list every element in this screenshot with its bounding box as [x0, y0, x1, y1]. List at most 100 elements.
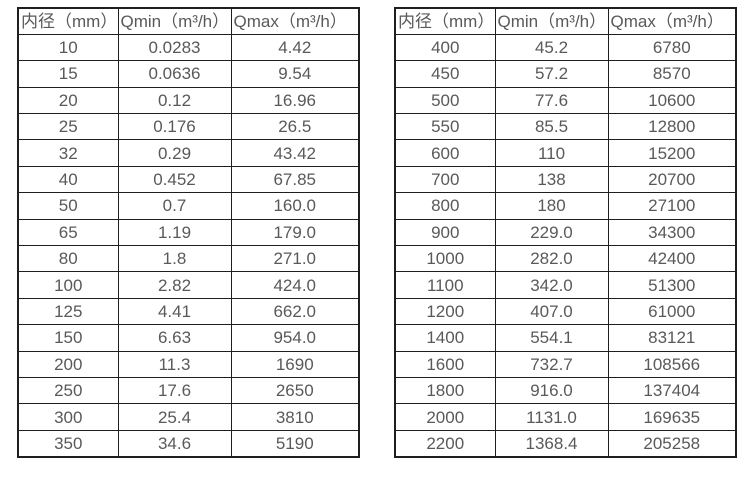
- table-row: 1800 916.0 137404: [394, 376, 737, 405]
- table-cell: 15200: [607, 139, 737, 167]
- table-cell: 1131.0: [494, 403, 609, 431]
- table-cell: 8570: [607, 60, 737, 88]
- table-cell: 700: [394, 165, 496, 194]
- table-cell: 424.0: [230, 271, 360, 299]
- column-header: Qmin（m³/h）: [117, 7, 232, 35]
- table-row: 600 110 15200: [394, 139, 737, 167]
- table-cell: 550: [394, 113, 496, 141]
- table-cell: 26.5: [230, 113, 360, 141]
- table-cell: 6.63: [117, 324, 232, 352]
- flow-spec-table-small-diameters: 内径（mm） Qmin（m³/h） Qmax（m³/h） 10 0.0283 4.42 15…: [17, 7, 360, 458]
- table-cell: 2000: [394, 403, 496, 431]
- table-cell: 300: [17, 403, 119, 431]
- table-cell: 6780: [607, 33, 737, 62]
- table-row: 900 229.0 34300: [394, 218, 737, 247]
- table-cell: 662.0: [230, 297, 360, 326]
- table-cell: 2650: [230, 376, 360, 405]
- table-cell: 2.82: [117, 271, 232, 299]
- table-cell: 450: [394, 60, 496, 88]
- table-cell: 282.0: [494, 245, 609, 273]
- table-cell: 229.0: [494, 218, 609, 247]
- table-row: 450 57.2 8570: [394, 60, 737, 88]
- table-row: 80 1.8 271.0: [17, 245, 360, 273]
- table-cell: 400: [394, 33, 496, 62]
- table-cell: 65: [17, 218, 119, 247]
- table-cell: 85.5: [494, 113, 609, 141]
- column-header: Qmin（m³/h）: [494, 7, 609, 35]
- table-row: 200 11.3 1690: [17, 350, 360, 378]
- table-cell: 42400: [607, 245, 737, 273]
- table-cell: 34300: [607, 218, 737, 247]
- table-cell: 0.29: [117, 139, 232, 167]
- table-cell: 1400: [394, 324, 496, 352]
- table-cell: 169635: [607, 403, 737, 431]
- table-cell: 180: [494, 192, 609, 220]
- table-row: 1000 282.0 42400: [394, 245, 737, 273]
- table-cell: 150: [17, 324, 119, 352]
- table-cell: 12800: [607, 113, 737, 141]
- table-cell: 205258: [607, 429, 737, 458]
- table-row: 2000 1131.0 169635: [394, 403, 737, 431]
- table-cell: 100: [17, 271, 119, 299]
- table-row: 20 0.12 16.96: [17, 86, 360, 115]
- table-cell: 1000: [394, 245, 496, 273]
- table-cell: 1.19: [117, 218, 232, 247]
- table-cell: 554.1: [494, 324, 609, 352]
- table-cell: 16.96: [230, 86, 360, 115]
- table-cell: 1600: [394, 350, 496, 378]
- table-cell: 10600: [607, 86, 737, 115]
- table-cell: 83121: [607, 324, 737, 352]
- table-cell: 5190: [230, 429, 360, 458]
- table-cell: 1100: [394, 271, 496, 299]
- table-cell: 1.8: [117, 245, 232, 273]
- table-cell: 9.54: [230, 60, 360, 88]
- table-cell: 160.0: [230, 192, 360, 220]
- table-cell: 4.42: [230, 33, 360, 62]
- table-cell: 32: [17, 139, 119, 167]
- table-cell: 40: [17, 165, 119, 194]
- table-cell: 108566: [607, 350, 737, 378]
- table-row: 550 85.5 12800: [394, 113, 737, 141]
- table-cell: 350: [17, 429, 119, 458]
- table-row: 250 17.6 2650: [17, 376, 360, 405]
- table-cell: 271.0: [230, 245, 360, 273]
- table-cell: 954.0: [230, 324, 360, 352]
- table-cell: 0.12: [117, 86, 232, 115]
- table-cell: 20700: [607, 165, 737, 194]
- table-row: 300 25.4 3810: [17, 403, 360, 431]
- table-row: 10 0.0283 4.42: [17, 33, 360, 62]
- table-cell: 27100: [607, 192, 737, 220]
- header-row: 内径（mm） Qmin（m³/h） Qmax（m³/h）: [394, 7, 737, 35]
- column-header: 内径（mm）: [17, 7, 119, 35]
- table-cell: 342.0: [494, 271, 609, 299]
- table-row: 500 77.6 10600: [394, 86, 737, 115]
- table-cell: 1200: [394, 297, 496, 326]
- table-row: 700 138 20700: [394, 165, 737, 194]
- table-cell: 45.2: [494, 33, 609, 62]
- table-cell: 25.4: [117, 403, 232, 431]
- table-cell: 51300: [607, 271, 737, 299]
- table-cell: 900: [394, 218, 496, 247]
- table-cell: 34.6: [117, 429, 232, 458]
- table-row: 65 1.19 179.0: [17, 218, 360, 247]
- table-cell: 250: [17, 376, 119, 405]
- table-cell: 0.7: [117, 192, 232, 220]
- table-cell: 43.42: [230, 139, 360, 167]
- table-row: 150 6.63 954.0: [17, 324, 360, 352]
- table-cell: 600: [394, 139, 496, 167]
- table-cell: 80: [17, 245, 119, 273]
- table-cell: 11.3: [117, 350, 232, 378]
- table-cell: 0.0636: [117, 60, 232, 88]
- table-cell: 3810: [230, 403, 360, 431]
- table-row: 25 0.176 26.5: [17, 113, 360, 141]
- table-cell: 732.7: [494, 350, 609, 378]
- table-cell: 1690: [230, 350, 360, 378]
- table-row: 40 0.452 67.85: [17, 165, 360, 194]
- column-header: Qmax（m³/h）: [230, 7, 360, 35]
- table-row: 50 0.7 160.0: [17, 192, 360, 220]
- table-row: 1100 342.0 51300: [394, 271, 737, 299]
- table-cell: 179.0: [230, 218, 360, 247]
- table-row: 100 2.82 424.0: [17, 271, 360, 299]
- column-header: Qmax（m³/h）: [607, 7, 737, 35]
